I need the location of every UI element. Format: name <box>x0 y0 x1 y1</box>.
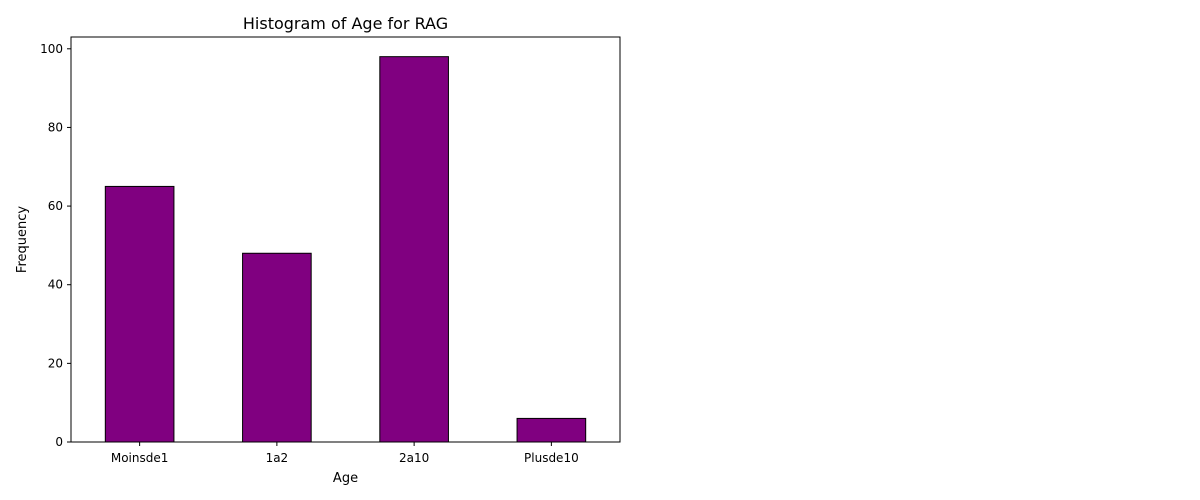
bar-Moinsde1 <box>104 185 175 443</box>
x-tick-label: Moinsde1 <box>111 451 169 465</box>
y-tick-label: 60 <box>48 199 63 213</box>
x-axis: Moinsde1 1a2 2a10 Plusde10 <box>111 442 579 465</box>
y-tick-label: 20 <box>48 356 63 370</box>
bar-2a10 <box>379 56 449 443</box>
chart-title: Histogram of Age for RAG <box>243 14 448 33</box>
y-axis-label: Frequency <box>15 206 30 273</box>
y-tick-label: 80 <box>48 120 63 134</box>
y-tick-label: 0 <box>55 435 63 449</box>
bars-group <box>104 56 587 443</box>
y-axis: 0 20 40 60 80 100 <box>40 42 71 449</box>
x-tick-label: 2a10 <box>399 451 429 465</box>
bar-1a2 <box>242 252 312 443</box>
x-tick-label: 1a2 <box>266 451 289 465</box>
x-tick-label: Plusde10 <box>524 451 579 465</box>
x-axis-label: Age <box>333 471 358 486</box>
plot-frame <box>70 36 621 443</box>
bar-Plusde10 <box>516 417 587 443</box>
y-tick-label: 40 <box>48 278 63 292</box>
y-tick-label: 100 <box>40 42 63 56</box>
